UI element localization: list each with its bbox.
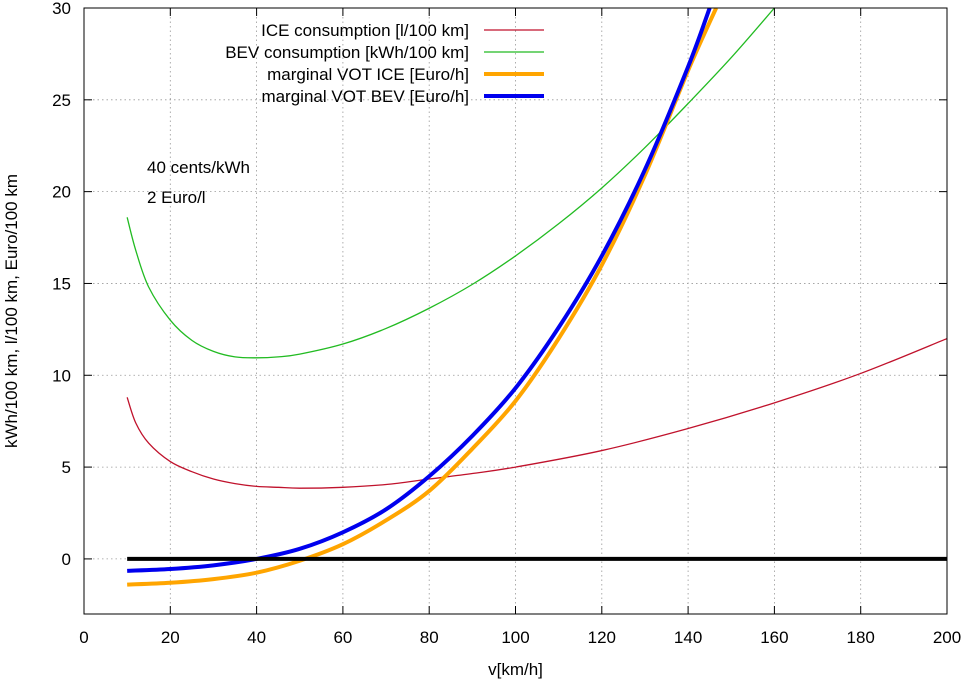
series-lines: [126, 8, 947, 587]
x-axis-label: v[km/h]: [488, 660, 543, 679]
x-tick-label: 60: [333, 628, 352, 647]
y-tick-label: 10: [52, 366, 71, 385]
y-tick-label: 25: [52, 91, 71, 110]
annotation-text: 2 Euro/l: [147, 188, 206, 207]
x-tick-label: 140: [674, 628, 702, 647]
y-tick-label: 0: [62, 550, 71, 569]
y-tick-label: 15: [52, 274, 71, 293]
legend-label: marginal VOT BEV [Euro/h]: [261, 87, 469, 106]
y-tick-label: 20: [52, 183, 71, 202]
series-marginal-vot-ice-euro-h: [127, 8, 718, 587]
y-tick-label: 5: [62, 458, 71, 477]
x-tick-label: 40: [247, 628, 266, 647]
annotation-text: 40 cents/kWh: [147, 158, 250, 177]
annotations: 40 cents/kWh 2 Euro/l: [147, 158, 250, 207]
legend-label: ICE consumption [l/100 km]: [261, 21, 469, 40]
x-tick-label: 100: [501, 628, 529, 647]
x-tick-label: 160: [760, 628, 788, 647]
x-tick-label: 180: [847, 628, 875, 647]
series-marginal-vot-bev-euro-h: [127, 8, 712, 573]
y-axis-label: kWh/100 km, l/100 km, Euro/100 km: [2, 174, 21, 448]
x-tick-label: 120: [588, 628, 616, 647]
legend-label: BEV consumption [kWh/100 km]: [225, 43, 469, 62]
legend: ICE consumption [l/100 km] BEV consumptio…: [225, 21, 544, 106]
legend-label: marginal VOT ICE [Euro/h]: [267, 65, 469, 84]
x-tick-label: 0: [79, 628, 88, 647]
x-tick-label: 80: [420, 628, 439, 647]
series-ice-consumption-l-100-km: [126, 337, 947, 489]
x-tick-label: 20: [161, 628, 180, 647]
grid: [84, 8, 947, 614]
axis-ticks: 0 20 40 60 80 100 120 140 160 180 200 0 5 10 15 20 25 30: [52, 0, 961, 647]
series-bev-consumption-kwh-100-km: [126, 8, 775, 359]
y-tick-label: 30: [52, 0, 71, 18]
x-tick-label: 200: [933, 628, 961, 647]
